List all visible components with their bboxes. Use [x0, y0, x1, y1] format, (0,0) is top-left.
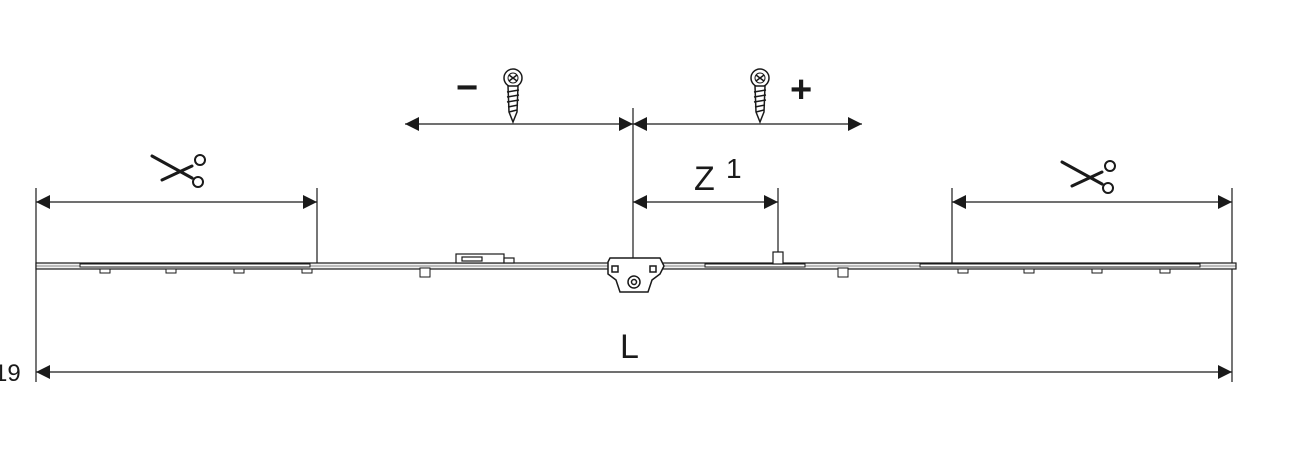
dimension-lines: [36, 117, 1232, 379]
screw-icon: [503, 68, 523, 123]
minus-sign: −: [456, 67, 478, 109]
plus-sign: +: [790, 69, 812, 111]
length-label: L: [620, 328, 639, 366]
extension-lines: [35, 108, 1233, 382]
edge-fragment-label: 19: [0, 360, 21, 387]
gearbox: [607, 257, 665, 293]
scissors-icon: [150, 153, 207, 189]
espagnolette-bar: [35, 251, 1237, 293]
scissors-icon: [1060, 159, 1117, 195]
z-label: Z: [694, 160, 715, 198]
z-superscript-label: 1: [726, 153, 742, 184]
screw-icon: [750, 68, 770, 123]
